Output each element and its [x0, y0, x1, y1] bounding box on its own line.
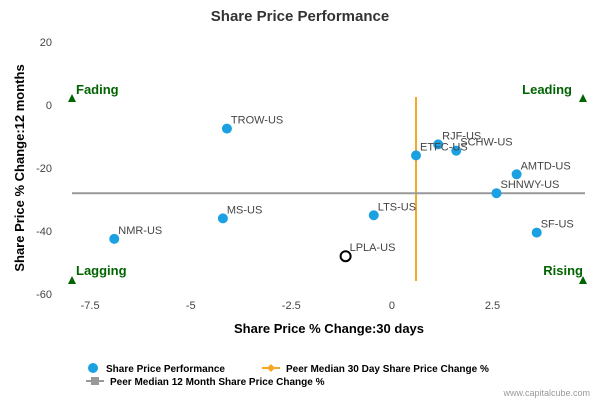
- point-lts-us[interactable]: [368, 210, 379, 221]
- leading-triangle-icon: [579, 94, 587, 102]
- x-axis-ticks: -7.5 -5 -2.5 0 2.5: [81, 300, 500, 312]
- chart-title: Share Price Performance: [211, 8, 389, 25]
- point-label-rjf-us: RJF-US: [442, 130, 481, 142]
- x-tick-label: -7.5: [81, 300, 100, 312]
- point-lpla-us[interactable]: [339, 250, 352, 263]
- point-label-lts-us: LTS-US: [378, 201, 416, 213]
- x-axis-title: Share Price % Change:30 days: [234, 321, 424, 336]
- legend-label-share-price[interactable]: Share Price Performance: [106, 364, 225, 375]
- legend: Share Price Performance Peer Median 30 D…: [86, 363, 489, 388]
- point-label-ms-us: MS-US: [227, 204, 262, 216]
- lagging-triangle-icon: [68, 276, 76, 284]
- point-nmr-us[interactable]: [109, 233, 120, 244]
- legend-label-12month[interactable]: Peer Median 12 Month Share Price Change …: [110, 377, 325, 388]
- legend-marker-30day: [267, 364, 275, 372]
- x-tick-label: 2.5: [485, 300, 500, 312]
- point-label-schw-us: SCHW-US: [460, 137, 512, 149]
- y-tick-label: -20: [36, 163, 52, 175]
- point-label-trow-us: TROW-US: [231, 115, 283, 127]
- legend-label-30day[interactable]: Peer Median 30 Day Share Price Change %: [286, 364, 489, 375]
- point-amtd-us[interactable]: [511, 169, 522, 180]
- quadrant-label-lagging: Lagging: [76, 263, 127, 278]
- rising-triangle-icon: [579, 276, 587, 284]
- quadrant-labels: Fading Leading Lagging Rising: [68, 82, 587, 284]
- x-tick-label: -2.5: [282, 300, 301, 312]
- point-label-lpla-us: LPLA-US: [350, 242, 396, 254]
- point-rjf-us[interactable]: [433, 139, 444, 150]
- fading-triangle-icon: [68, 94, 76, 102]
- point-label-shnwy-us: SHNWY-US: [500, 179, 559, 191]
- point-label-amtd-us: AMTD-US: [521, 160, 571, 172]
- x-tick-label: -5: [186, 300, 196, 312]
- point-shnwy-us[interactable]: [491, 188, 502, 199]
- point-sf-us[interactable]: [531, 227, 542, 238]
- x-tick-label: 0: [389, 300, 395, 312]
- point-label-sf-us: SF-US: [541, 219, 574, 231]
- credit-text[interactable]: www.capitalcube.com: [502, 388, 590, 398]
- y-axis-ticks: 20 0 -20 -40 -60: [36, 37, 52, 301]
- y-tick-label: 0: [46, 100, 52, 112]
- quadrant-label-rising: Rising: [543, 263, 583, 278]
- point-etfc-us[interactable]: [411, 150, 422, 161]
- legend-marker-share-price: [88, 363, 98, 373]
- y-tick-label: 20: [40, 37, 52, 49]
- quadrant-label-fading: Fading: [76, 82, 119, 97]
- y-tick-label: -60: [36, 289, 52, 301]
- point-ms-us[interactable]: [217, 213, 228, 224]
- point-label-etfc-us: ETFC-US: [420, 141, 468, 153]
- legend-marker-12month: [91, 377, 99, 385]
- y-axis-title: Share Price % Change:12 months: [12, 64, 27, 271]
- point-label-nmr-us: NMR-US: [118, 225, 162, 237]
- point-trow-us[interactable]: [221, 123, 232, 134]
- point-schw-us[interactable]: [451, 145, 462, 156]
- quadrant-label-leading: Leading: [522, 82, 572, 97]
- y-tick-label: -40: [36, 226, 52, 238]
